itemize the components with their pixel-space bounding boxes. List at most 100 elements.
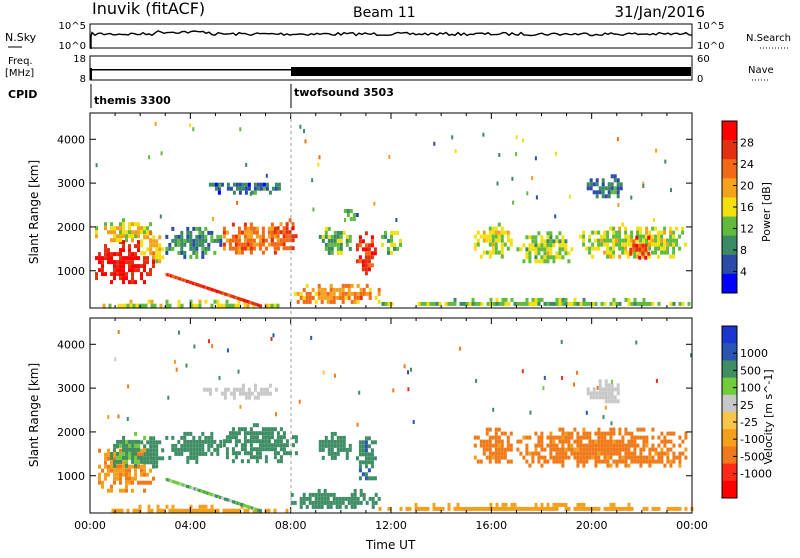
data-cell [678,234,682,239]
data-cell [552,443,556,448]
data-cell [570,301,574,306]
data-cell [143,435,147,440]
data-cell [186,431,190,436]
sparse-cell [175,367,178,372]
data-cell [364,251,368,256]
data-cell [122,218,125,223]
data-cell [323,492,327,497]
data-cell [261,238,265,243]
data-cell [192,250,196,255]
sparse-cell [160,151,163,156]
data-cell [384,230,387,235]
data-cell [140,239,144,244]
data-cell [534,235,538,240]
colorbar-segment [722,273,737,294]
data-cell [332,287,336,292]
data-cell [654,246,658,251]
data-cell [615,439,619,444]
data-cell [134,459,138,464]
data-cell [128,472,131,477]
sparse-cell [515,135,518,140]
data-cell [494,447,498,452]
data-cell [618,447,622,452]
sparse-cell [249,191,252,196]
data-cell [247,391,251,396]
data-cell [314,500,318,505]
data-cell [223,387,227,392]
data-cell [320,291,324,296]
data-cell [240,443,244,448]
data-cell [137,244,140,249]
data-cell [651,455,655,460]
data-cell [110,451,114,456]
data-cell [666,238,670,243]
data-cell [645,506,649,511]
freq-left-tick-bottom: 8 [80,74,86,85]
data-cell [491,238,495,243]
data-cell [119,234,122,239]
data-cell [638,243,642,248]
data-cell [137,452,140,457]
data-cell [525,297,529,302]
sparse-cell [270,337,273,341]
data-cell [95,276,98,281]
data-cell [198,303,202,308]
data-cell [582,435,586,440]
streak-cell [205,286,208,290]
data-cell [267,447,271,452]
data-cell [627,439,631,444]
data-cell [528,506,532,511]
data-cell [624,506,628,511]
data-cell [201,508,205,513]
streak-cell [184,484,188,488]
data-cell [195,246,199,251]
data-cell [342,439,346,444]
data-cell [128,455,132,460]
data-cell [128,256,131,261]
data-cell [396,230,399,235]
data-cell [177,299,181,304]
streak-cell [252,507,256,511]
data-cell [657,506,661,511]
data-cell [491,230,495,235]
data-cell [579,459,583,464]
data-cell [636,443,640,448]
data-cell [642,435,646,440]
data-cell [264,459,268,464]
data-cell [684,455,688,460]
data-cell [399,242,402,247]
data-cell [358,243,362,248]
data-cell [579,443,583,448]
data-cell [243,226,247,231]
sparse-cell [178,330,180,335]
data-cell [237,439,241,444]
data-cell [324,439,328,444]
data-cell [361,247,365,252]
data-cell [113,468,116,473]
data-cell [207,242,211,247]
data-cell [128,252,131,257]
data-cell [495,301,499,306]
data-cell [595,190,599,195]
data-cell [101,264,104,269]
data-cell [540,506,544,511]
sparse-cell [392,388,395,393]
data-cell [420,506,424,511]
data-cell [618,459,622,464]
data-cell [131,234,134,239]
data-cell [137,480,140,485]
data-cell [246,246,250,251]
data-cell [282,435,286,440]
data-cell [429,301,433,306]
data-cell [104,256,107,261]
data-cell [232,395,236,400]
data-cell [610,383,614,388]
data-cell [501,506,505,511]
data-cell [140,455,144,460]
data-cell [113,472,116,477]
data-cell [231,459,235,464]
data-cell [180,234,184,239]
data-cell [384,234,387,239]
data-cell [482,443,486,448]
data-cell [249,250,253,255]
